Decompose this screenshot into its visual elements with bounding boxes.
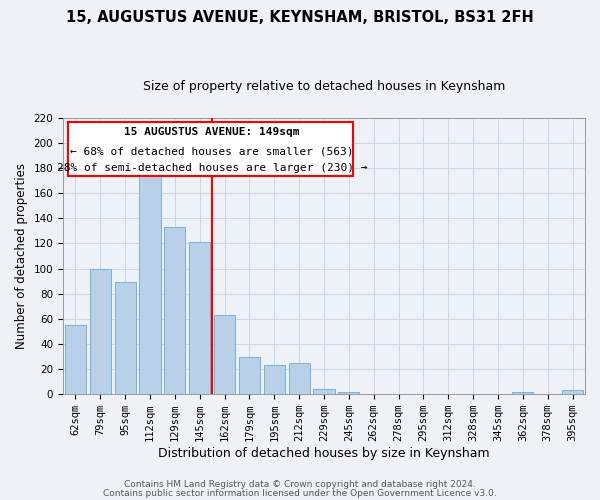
FancyBboxPatch shape [68,122,353,176]
Bar [214,315,235,394]
Bar [139,174,161,394]
Bar [512,392,533,394]
Y-axis label: Number of detached properties: Number of detached properties [15,163,28,349]
Bar [313,389,335,394]
Bar [289,363,310,394]
Bar [562,390,583,394]
Bar [90,268,111,394]
Bar [189,242,210,394]
Text: 28% of semi-detached houses are larger (230) →: 28% of semi-detached houses are larger (… [56,164,367,173]
Bar [115,282,136,394]
Bar [264,366,285,394]
Bar [65,325,86,394]
Text: 15, AUGUSTUS AVENUE, KEYNSHAM, BRISTOL, BS31 2FH: 15, AUGUSTUS AVENUE, KEYNSHAM, BRISTOL, … [66,10,534,25]
Bar [338,392,359,394]
Text: Contains HM Land Registry data © Crown copyright and database right 2024.: Contains HM Land Registry data © Crown c… [124,480,476,489]
Text: 15 AUGUSTUS AVENUE: 149sqm: 15 AUGUSTUS AVENUE: 149sqm [124,128,299,138]
Bar [239,356,260,394]
Bar [164,227,185,394]
Text: ← 68% of detached houses are smaller (563): ← 68% of detached houses are smaller (56… [70,147,353,157]
Title: Size of property relative to detached houses in Keynsham: Size of property relative to detached ho… [143,80,505,93]
Text: Contains public sector information licensed under the Open Government Licence v3: Contains public sector information licen… [103,488,497,498]
X-axis label: Distribution of detached houses by size in Keynsham: Distribution of detached houses by size … [158,447,490,460]
